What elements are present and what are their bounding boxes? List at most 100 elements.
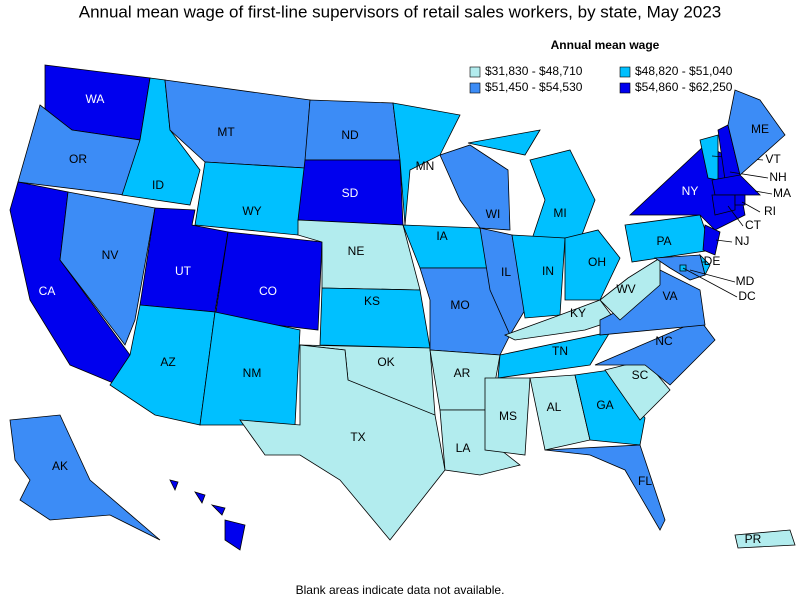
- state-shape: [9, 414, 161, 541]
- state-label: NM: [243, 366, 262, 380]
- state: MA: [711, 174, 791, 200]
- state-shape: [497, 331, 611, 379]
- state: CT: [711, 194, 762, 232]
- state-label: SC: [632, 368, 649, 382]
- leader-line: [689, 269, 736, 283]
- footnote: Blank areas indicate data not available.: [296, 583, 505, 597]
- legend-swatch: [619, 82, 631, 94]
- state: MS: [484, 377, 531, 456]
- state: TN: [497, 331, 611, 379]
- state-shape: [734, 194, 746, 206]
- state-shape: [544, 444, 666, 531]
- state-label: NV: [102, 248, 119, 262]
- state-label: MI: [553, 206, 566, 220]
- state-label: AL: [547, 400, 562, 414]
- state-shape: [711, 174, 761, 196]
- state-label: MA: [773, 186, 791, 200]
- state: NJ: [702, 224, 750, 256]
- legend-swatch: [619, 66, 631, 78]
- state-label: MS: [499, 409, 517, 423]
- state-shape: [439, 144, 511, 231]
- state-label: HI: [190, 508, 202, 522]
- state-label: VA: [662, 289, 677, 303]
- state: IL: [479, 227, 526, 336]
- state: FL: [544, 444, 666, 531]
- state-shape: [564, 229, 621, 301]
- leader-line: [682, 267, 738, 298]
- state-label: WV: [616, 282, 635, 296]
- state: NM: [199, 311, 301, 426]
- state-shape: [214, 231, 323, 331]
- state-label: OR: [69, 152, 87, 166]
- state: NC: [594, 319, 716, 386]
- state-label: IN: [542, 264, 554, 278]
- state-label: LA: [456, 441, 471, 455]
- state: KS: [319, 287, 431, 349]
- state-shape: [194, 161, 306, 236]
- state-label: CT: [745, 218, 762, 232]
- state-shape: [194, 491, 206, 504]
- legend-label: $51,450 - $54,530: [485, 80, 583, 94]
- state: HI: [169, 479, 246, 551]
- state: RI: [734, 194, 776, 218]
- legend-title: Annual mean wage: [551, 38, 660, 52]
- state-shape: [392, 102, 461, 226]
- state-label: CA: [39, 284, 56, 298]
- state-label: NC: [655, 334, 673, 348]
- state: NH: [717, 124, 787, 184]
- state-label: IL: [501, 265, 511, 279]
- legend-swatch: [469, 82, 481, 94]
- legend-swatch: [469, 66, 481, 78]
- state-shape: [210, 504, 226, 516]
- legend-label: $31,830 - $48,710: [485, 64, 583, 78]
- states: WA OR CA NV ID MT WY UT CO AZ NM ND SD NE KS OK TX MN IA MO…: [9, 64, 796, 551]
- state-label: TN: [552, 344, 568, 358]
- state-shape: [574, 369, 646, 446]
- state: NV: [59, 191, 156, 346]
- state-shape: [702, 224, 721, 256]
- state-shape: [484, 377, 531, 456]
- state-shape: [479, 227, 526, 336]
- state-label: RI: [764, 204, 776, 218]
- state-label: TX: [350, 430, 365, 444]
- state-label: AR: [454, 366, 471, 380]
- state: OH: [564, 229, 621, 301]
- state-shape: [529, 149, 596, 246]
- state-label: PR: [745, 532, 762, 546]
- state-label: UT: [175, 264, 192, 278]
- state-shape: [239, 344, 446, 541]
- state-shape: [169, 479, 179, 491]
- state: GA: [574, 369, 646, 446]
- state-label: CO: [259, 284, 277, 298]
- state-label: NY: [682, 184, 699, 198]
- state: WV: [599, 257, 661, 321]
- state-label: NJ: [735, 234, 750, 248]
- state-label: OK: [377, 355, 394, 369]
- state: AR: [429, 349, 501, 411]
- state-label: WY: [242, 204, 261, 218]
- state-label: WI: [486, 207, 501, 221]
- legend-label: $48,820 - $51,040: [635, 64, 733, 78]
- map-title: Annual mean wage of first-line superviso…: [79, 2, 722, 21]
- state-label: IA: [436, 229, 447, 243]
- state-label: AK: [52, 459, 68, 473]
- leader-line: [729, 171, 769, 179]
- state: TX: [239, 344, 446, 541]
- state-label: ME: [751, 122, 769, 136]
- leader-line: [741, 201, 761, 213]
- state-label: KS: [364, 294, 380, 308]
- leader-line: [727, 205, 744, 227]
- state-label: WA: [86, 92, 105, 106]
- legend-label: $54,860 - $62,250: [635, 80, 733, 94]
- state-shape: [224, 519, 246, 551]
- state: MN: [392, 102, 461, 226]
- state: PA: [624, 214, 713, 263]
- state-label: MD: [736, 274, 755, 288]
- legend: $31,830 - $48,710 $48,820 - $51,040 $51,45…: [469, 64, 733, 94]
- state-shape: [711, 194, 736, 216]
- state: SD: [297, 159, 404, 226]
- state: IN: [511, 234, 566, 319]
- state: MI: [467, 129, 596, 246]
- state-label: GA: [596, 398, 613, 412]
